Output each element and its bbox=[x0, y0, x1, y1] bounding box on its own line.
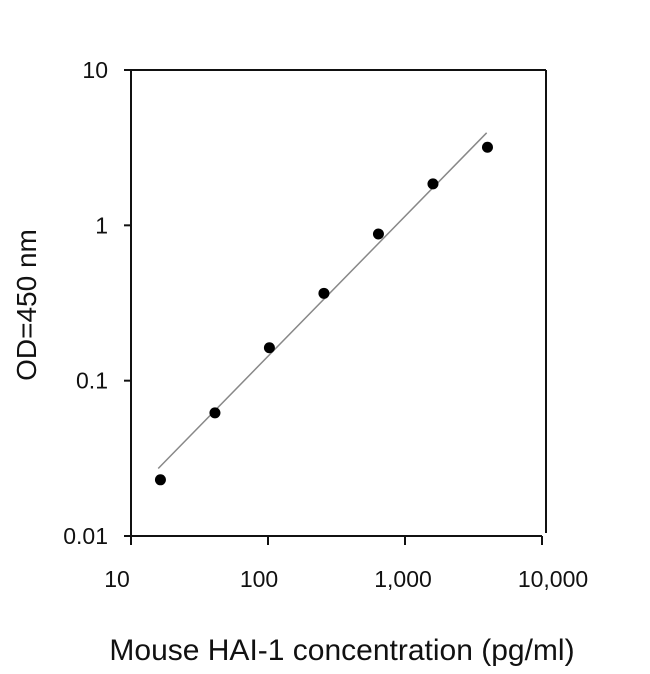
data-point bbox=[154, 474, 166, 486]
y-tick-label: 10 bbox=[82, 57, 108, 83]
y-tick-label: 0.1 bbox=[76, 368, 108, 394]
y-tick-label: 1 bbox=[95, 212, 108, 238]
x-tick-label: 10 bbox=[104, 566, 130, 592]
x-axis-tick-labels: 10 100 1,000 10,000 bbox=[104, 566, 588, 592]
plot-frame bbox=[130, 69, 547, 537]
data-point bbox=[427, 178, 439, 190]
data-point bbox=[481, 141, 493, 153]
data-point bbox=[318, 287, 330, 299]
x-tick-label: 10,000 bbox=[518, 566, 588, 592]
data-point bbox=[372, 228, 384, 240]
x-tick-label: 100 bbox=[240, 566, 278, 592]
y-axis-ticks bbox=[124, 69, 131, 537]
data-points bbox=[154, 141, 493, 486]
x-axis-ticks bbox=[130, 536, 543, 545]
y-axis-tick-labels: 0.01 0.1 1 10 bbox=[63, 57, 108, 549]
x-axis-title: Mouse HAI-1 concentration (pg/ml) bbox=[109, 634, 574, 667]
x-tick-label: 1,000 bbox=[374, 566, 432, 592]
y-tick-label: 0.01 bbox=[63, 523, 108, 549]
data-point bbox=[209, 407, 221, 419]
y-axis-title: OD=450 nm bbox=[11, 229, 42, 381]
data-point bbox=[263, 342, 275, 354]
